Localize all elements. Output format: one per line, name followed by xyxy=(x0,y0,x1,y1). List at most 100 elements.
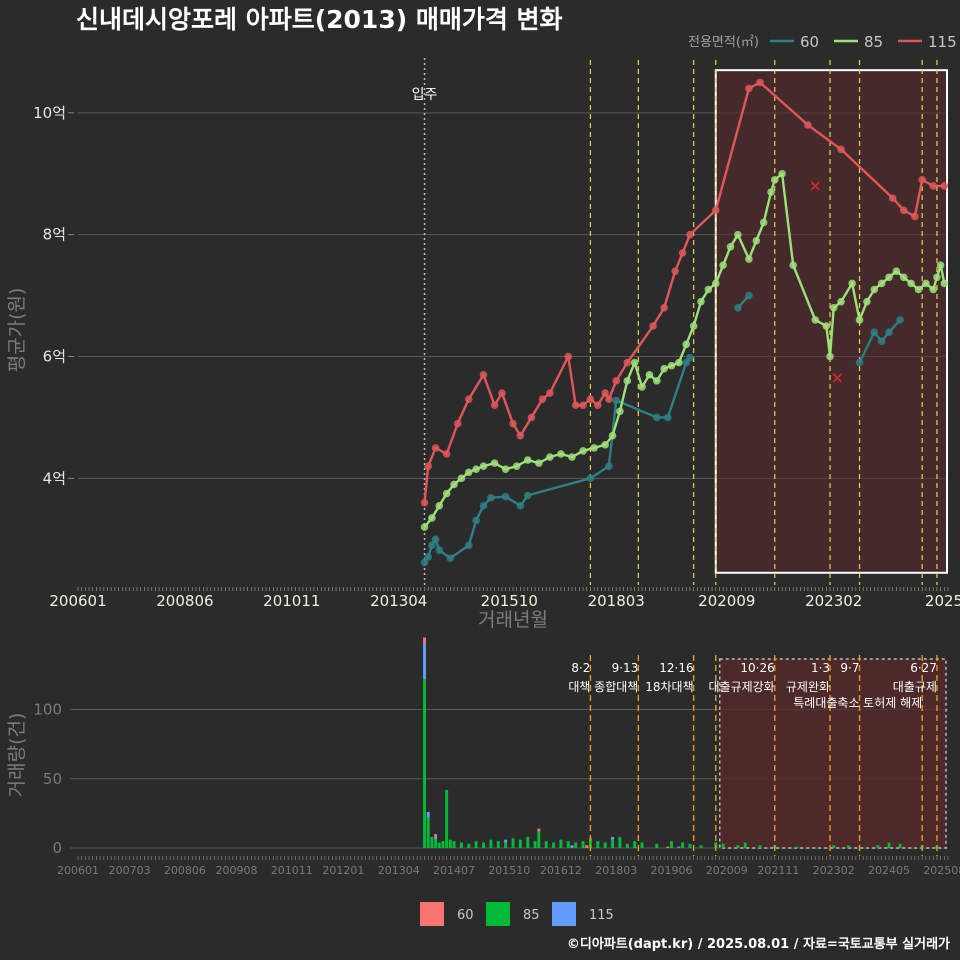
policy-date-label: 6·27 xyxy=(910,661,937,675)
bottom-x-tick-label: 201510 xyxy=(488,864,530,877)
policy-name-label: 규제완화 xyxy=(786,680,830,694)
volume-bar-85 xyxy=(588,838,592,848)
series-point-115 xyxy=(612,377,621,385)
volume-bar-60 xyxy=(666,846,670,848)
top-x-tick-label: 201304 xyxy=(370,592,427,610)
series-point-60 xyxy=(855,358,864,367)
series-point-85 xyxy=(689,322,698,330)
top-y-tick-label: 4억 xyxy=(43,469,66,487)
volume-bar-85 xyxy=(448,839,452,848)
policy-date-label: 9·7 xyxy=(840,661,859,675)
policy-date-label: 10·26 xyxy=(740,661,774,675)
series-point-85 xyxy=(435,501,444,510)
series-point-60 xyxy=(428,541,436,550)
chart-title: 신내데시앙포레 아파트(2013) 매매가격 변화 xyxy=(76,5,563,34)
series-point-115 xyxy=(431,444,440,452)
top-x-tick-label: 201011 xyxy=(263,592,320,610)
series-point-115 xyxy=(571,401,580,410)
series-point-85 xyxy=(579,447,587,455)
volume-bar-85 xyxy=(445,789,449,848)
volume-bar-85 xyxy=(504,842,508,848)
bottom-x-tick-label: 201803 xyxy=(595,864,637,877)
bottom-policy-lines: 8·2 대책 9·13 종합대책 12·16 18차대책 10·26 대출규제강화 1·3 규제완… xyxy=(568,655,938,856)
policy-date-label: 9·13 xyxy=(612,661,639,675)
series-point-115 xyxy=(442,450,451,458)
volume-bar-85 xyxy=(699,845,703,848)
bottom-x-tick-label: 201201 xyxy=(322,864,364,877)
series-point-60 xyxy=(652,413,661,422)
volume-bar-85 xyxy=(721,843,725,848)
legend-top: 전용면적(㎡) 60 85 115 xyxy=(688,33,957,51)
volume-bar-85 xyxy=(459,842,463,848)
series-point-115 xyxy=(660,303,668,312)
volume-bar-85 xyxy=(887,842,891,848)
series-point-115 xyxy=(509,419,517,428)
series-point-60 xyxy=(734,303,742,312)
series-point-85 xyxy=(734,230,742,239)
series-point-85 xyxy=(623,377,632,385)
series-point-85 xyxy=(770,176,779,184)
series-point-85 xyxy=(811,316,820,324)
policy-date-label: 12·16 xyxy=(659,661,693,675)
series-point-85 xyxy=(863,297,871,306)
series-point-60 xyxy=(464,541,473,550)
legend-swatch-60 xyxy=(420,902,444,926)
series-point-85 xyxy=(822,322,831,330)
series-point-85 xyxy=(590,444,598,452)
series-point-115 xyxy=(490,401,499,410)
series-point-85 xyxy=(568,453,576,461)
series-point-85 xyxy=(450,480,458,489)
move-in-marker: 입주 xyxy=(412,58,438,588)
series-point-60 xyxy=(431,535,440,544)
series-point-85 xyxy=(652,377,661,385)
volume-bar-85 xyxy=(876,845,880,848)
top-x-tick-label: 201803 xyxy=(588,592,645,610)
top-y-axis-title: 평균가(원) xyxy=(6,288,28,373)
policy-name-label: 대출규제 xyxy=(893,680,937,694)
series-point-85 xyxy=(490,459,499,467)
volume-bar-85 xyxy=(566,841,570,848)
bottom-x-tick-label: 200908 xyxy=(216,864,258,877)
series-point-60 xyxy=(435,546,444,555)
series-point-60 xyxy=(479,501,488,510)
series-point-85 xyxy=(929,285,938,294)
series-point-85 xyxy=(719,261,727,269)
volume-bar-60 xyxy=(537,828,541,832)
volume-bars xyxy=(423,637,939,848)
bottom-x-tick-label: 201407 xyxy=(433,864,475,877)
series-point-85 xyxy=(907,279,915,288)
volume-bar-85 xyxy=(426,817,430,848)
series-point-115 xyxy=(911,212,919,221)
bottom-x-tick-label: 202111 xyxy=(757,864,799,877)
volume-bar-85 xyxy=(544,841,548,848)
volume-bar-115 xyxy=(611,836,615,840)
volume-bar-85 xyxy=(743,842,747,848)
series-point-85 xyxy=(472,465,480,474)
bottom-x-tick-label: 200601 xyxy=(57,864,99,877)
series-point-85 xyxy=(826,352,834,361)
series-point-115 xyxy=(546,389,554,397)
series-point-115 xyxy=(623,358,632,367)
series-point-85 xyxy=(899,273,908,282)
series-point-85 xyxy=(420,523,429,531)
series-point-115 xyxy=(464,395,473,403)
bottom-highlight-rect xyxy=(719,658,947,849)
policy-date-label: 1·3 xyxy=(811,661,830,675)
bottom-x-tick-label: 201011 xyxy=(271,864,313,877)
bottom-y-tick-label: 0 xyxy=(52,839,62,857)
series-point-85 xyxy=(789,261,797,269)
series-point-115 xyxy=(686,230,694,239)
volume-bar-115 xyxy=(423,643,426,680)
series-point-115 xyxy=(888,194,897,202)
series-point-85 xyxy=(752,236,761,245)
volume-bar-115 xyxy=(504,839,508,843)
series-point-85 xyxy=(697,297,705,306)
legend-title: 전용면적(㎡) xyxy=(688,35,759,50)
volume-bar-85 xyxy=(518,839,522,848)
policy-name-label: 특례대출축소 xyxy=(793,696,859,710)
bottom-x-tick-label: 201906 xyxy=(651,864,693,877)
volume-bar-60 xyxy=(434,834,438,837)
series-point-85 xyxy=(501,465,510,474)
volume-bar-85 xyxy=(625,843,629,848)
series-point-85 xyxy=(922,279,930,288)
